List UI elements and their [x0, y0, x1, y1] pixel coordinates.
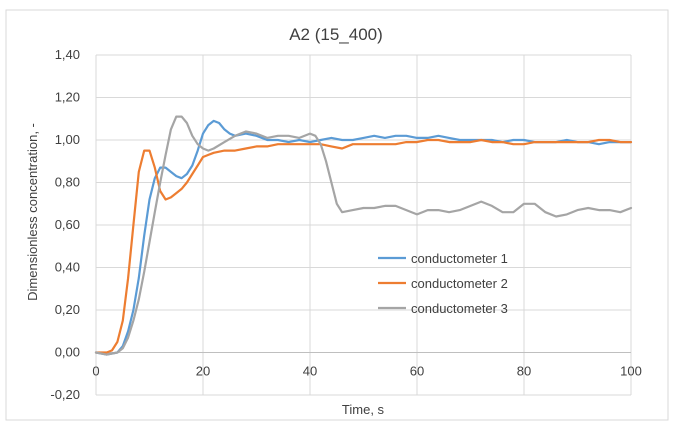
chart-area-border — [5, 9, 669, 421]
x-axis-label: Time, s — [342, 402, 385, 417]
y-tick-label: 0,20 — [55, 302, 80, 317]
x-tick-label: 60 — [410, 364, 424, 379]
legend-label-3: conductometer 3 — [411, 301, 508, 316]
y-tick-label: 1,20 — [55, 90, 80, 105]
series-line-3 — [94, 115, 633, 356]
y-axis-label: Dimensionless concentration, - — [25, 123, 40, 301]
legend: conductometer 1 conductometer 2 conductome… — [378, 251, 508, 316]
y-tick-label: -0,20 — [50, 387, 80, 402]
x-tick-label: 0 — [92, 364, 99, 379]
x-tick-label: 80 — [517, 364, 531, 379]
legend-label-2: conductometer 2 — [411, 276, 508, 291]
axes — [95, 55, 631, 395]
y-tick-label: 0,80 — [55, 175, 80, 190]
series-line-1 — [94, 119, 633, 356]
legend-label-1: conductometer 1 — [411, 251, 508, 266]
y-tick-label: 0,60 — [55, 217, 80, 232]
series-lines — [94, 115, 633, 356]
gridlines — [96, 54, 632, 396]
tick-labels: -0,20 0,00 0,20 0,40 0,60 0,80 1,00 1,20 1,40 0 20… — [50, 47, 641, 402]
x-tick-label: 40 — [303, 364, 317, 379]
y-tick-label: 1,40 — [55, 47, 80, 62]
y-tick-label: 0,40 — [55, 260, 80, 275]
y-tick-label: 1,00 — [55, 132, 80, 147]
chart-title: A2 (15_400) — [289, 25, 383, 44]
x-tick-label: 100 — [620, 364, 642, 379]
y-tick-label: 0,00 — [55, 345, 80, 360]
series-line-2 — [94, 138, 633, 354]
x-tick-label: 20 — [196, 364, 210, 379]
